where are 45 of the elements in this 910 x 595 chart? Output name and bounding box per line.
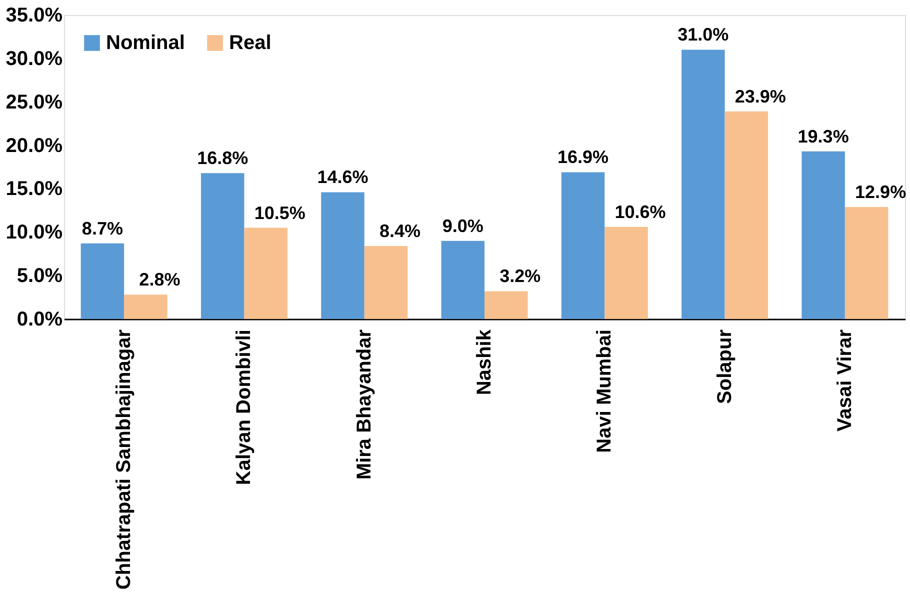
- y-tick-label: 20.0%: [6, 134, 63, 157]
- x-tick-label: Vasai Virar: [834, 329, 856, 432]
- bar: [802, 151, 845, 319]
- legend-label: Real: [229, 32, 272, 54]
- bar: [200, 173, 244, 319]
- x-tick-label: Chhatrapati Sambhajinagar: [113, 329, 136, 590]
- bar: [844, 206, 888, 319]
- y-tick-label: 5.0%: [16, 265, 63, 288]
- bar: [682, 50, 725, 319]
- data-label: 19.3%: [798, 126, 849, 146]
- bar: [244, 228, 288, 319]
- data-label: 16.9%: [557, 147, 609, 168]
- data-label: 2.8%: [139, 270, 180, 290]
- legend-label: Nominal: [106, 32, 185, 54]
- data-label: 10.6%: [614, 202, 666, 222]
- data-label: 9.0%: [442, 216, 484, 236]
- x-tick-label: Kalyan Dombivli: [233, 330, 256, 486]
- data-label: 8.4%: [379, 221, 420, 242]
- data-label: 12.9%: [855, 182, 906, 202]
- data-label: 16.8%: [197, 148, 248, 168]
- y-tick-label: 30.0%: [6, 48, 63, 70]
- x-tick-label: Mira Bhayandar: [353, 329, 376, 480]
- data-label: 10.5%: [254, 202, 306, 223]
- bar: [124, 294, 168, 319]
- y-tick-label: 10.0%: [6, 222, 63, 244]
- bar: [484, 291, 528, 319]
- bar: [321, 192, 364, 319]
- data-label: 23.9%: [734, 86, 786, 106]
- bar: [561, 172, 605, 319]
- bar: [724, 111, 768, 319]
- y-tick-label: 0.0%: [16, 308, 63, 330]
- data-label: 8.7%: [82, 218, 123, 238]
- data-label: 14.6%: [317, 167, 368, 188]
- x-tick-label: Nashik: [474, 328, 496, 396]
- bar: [364, 246, 408, 319]
- data-label: 31.0%: [678, 24, 729, 45]
- y-tick-label: 15.0%: [6, 178, 63, 200]
- bar: [441, 240, 484, 319]
- x-tick-label: Navi Mumbai: [594, 330, 616, 453]
- data-label: 3.2%: [500, 266, 541, 286]
- x-tick-label: Solapur: [714, 329, 736, 404]
- y-tick-label: 25.0%: [6, 91, 63, 114]
- bar: [80, 243, 124, 319]
- bar: [604, 226, 648, 319]
- y-tick-label: 35.0%: [6, 4, 63, 26]
